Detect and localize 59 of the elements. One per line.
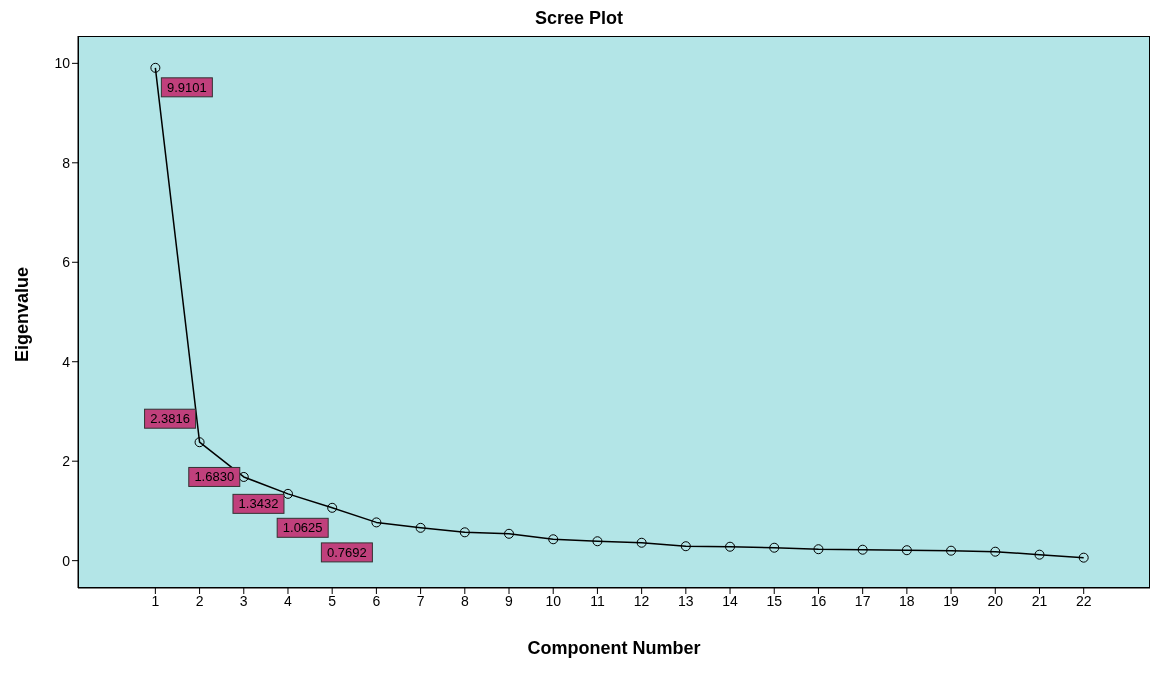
point bbox=[636, 537, 647, 548]
x-tick-label: 2 bbox=[195, 592, 204, 609]
y-tick-label: 10 bbox=[54, 55, 71, 72]
point bbox=[415, 522, 426, 533]
x-tick-label: 14 bbox=[722, 592, 739, 609]
point bbox=[769, 542, 780, 553]
point bbox=[548, 534, 559, 545]
x-tick-label: 16 bbox=[810, 592, 827, 609]
chart-title: Scree Plot bbox=[533, 8, 624, 30]
x-tick-label: 15 bbox=[766, 592, 783, 609]
x-tick-label: 17 bbox=[854, 592, 871, 609]
y-tick-label: 0 bbox=[62, 552, 71, 569]
y-tick-label: 6 bbox=[62, 254, 71, 271]
text: 2.3816 bbox=[150, 411, 190, 427]
x-tick-label: 18 bbox=[899, 592, 915, 609]
point bbox=[1078, 552, 1089, 563]
x-tick-label: 12 bbox=[633, 592, 650, 609]
x-tick-label: 3 bbox=[239, 592, 248, 609]
y-tick-label: 2 bbox=[62, 453, 71, 470]
text: 1.6830 bbox=[194, 469, 235, 485]
x-tick-label: 21 bbox=[1031, 592, 1048, 609]
point bbox=[901, 545, 912, 556]
point bbox=[282, 488, 293, 499]
x-tick-label: 10 bbox=[545, 592, 562, 609]
point bbox=[813, 544, 824, 555]
point bbox=[946, 545, 957, 556]
x-tick-label: 7 bbox=[416, 592, 425, 609]
text: 1.0625 bbox=[282, 520, 323, 536]
x-tick-label: 9 bbox=[505, 592, 514, 609]
point bbox=[327, 502, 338, 513]
x-tick-label: 19 bbox=[943, 592, 960, 609]
point bbox=[857, 544, 868, 555]
x-tick-label: 20 bbox=[987, 592, 1004, 609]
text: 9.9101 bbox=[166, 79, 207, 95]
y-tick-label: 8 bbox=[62, 154, 71, 171]
x-axis-title: Component Number bbox=[527, 638, 701, 658]
point bbox=[459, 527, 470, 538]
x-tick-label: 4 bbox=[284, 592, 293, 609]
point bbox=[1034, 549, 1045, 560]
x-tick-label: 13 bbox=[678, 592, 694, 609]
point bbox=[592, 536, 603, 547]
y-tick-label: 4 bbox=[62, 353, 71, 370]
text: 0.7692 bbox=[327, 544, 367, 560]
x-tick-label: 8 bbox=[460, 592, 469, 609]
y-axis-title: Eigenvalue bbox=[12, 266, 33, 362]
point bbox=[990, 546, 1001, 557]
point bbox=[371, 517, 382, 528]
point bbox=[504, 528, 515, 539]
x-tick-label: 5 bbox=[328, 592, 337, 609]
point bbox=[150, 62, 161, 73]
point bbox=[238, 471, 249, 482]
x-tick-label: 11 bbox=[590, 592, 605, 609]
point bbox=[194, 437, 205, 448]
point bbox=[725, 541, 736, 552]
x-tick-label: 22 bbox=[1075, 592, 1092, 609]
point bbox=[680, 541, 691, 552]
text: 1.3432 bbox=[238, 496, 279, 512]
x-tick-label: 6 bbox=[372, 592, 381, 609]
x-tick-label: 1 bbox=[151, 592, 160, 609]
